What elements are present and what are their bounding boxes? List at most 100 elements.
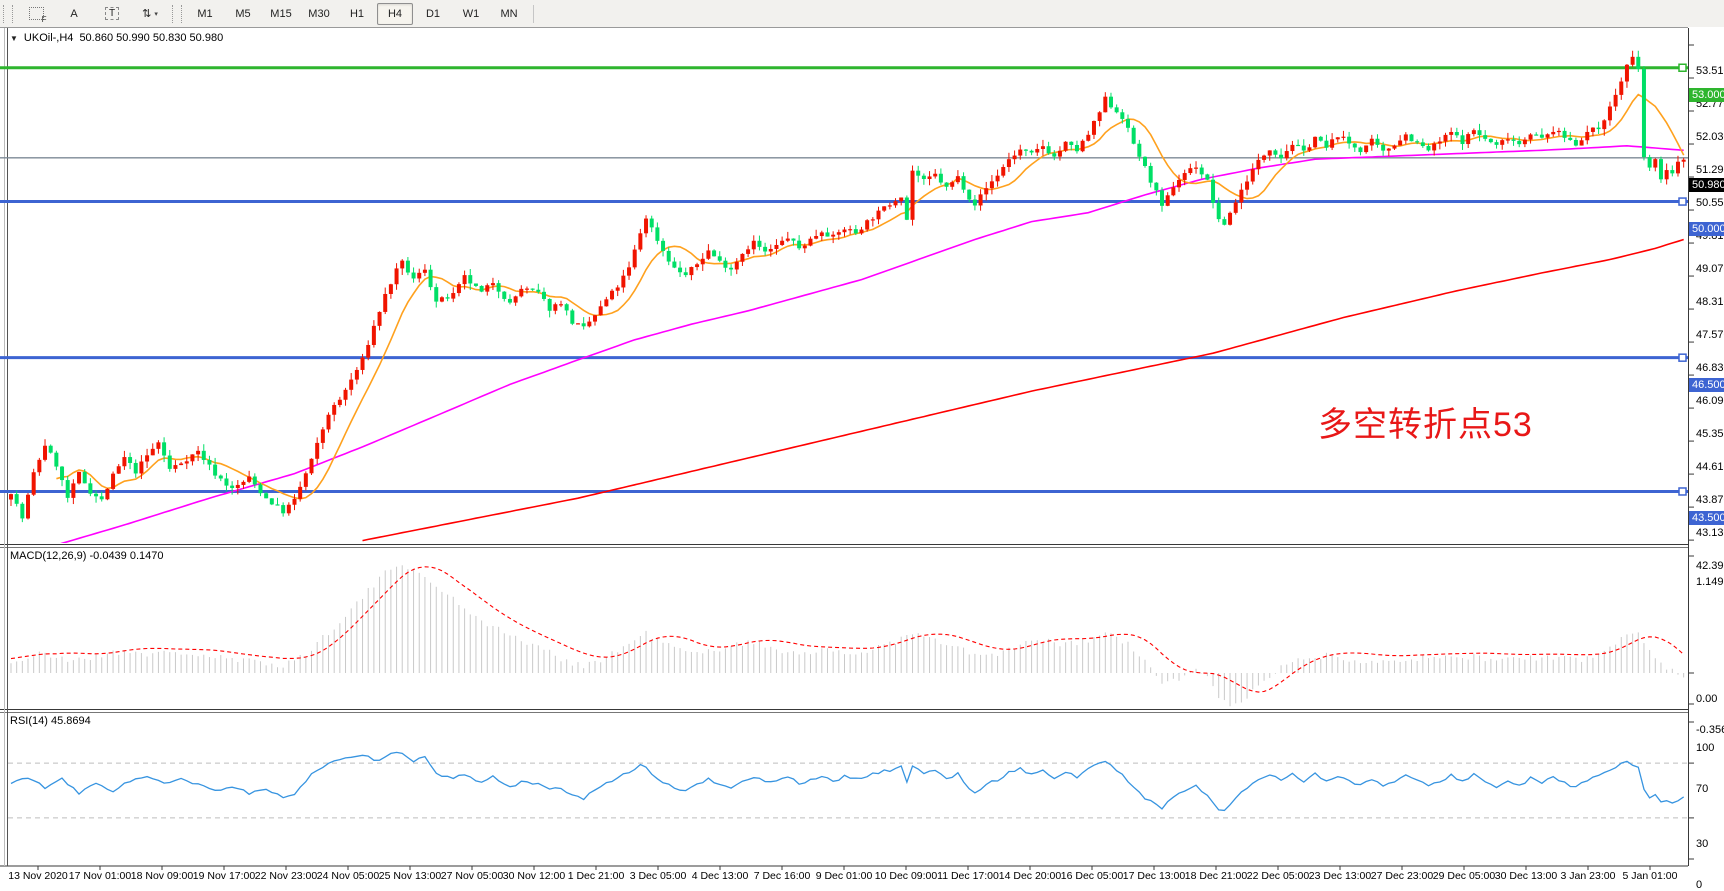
timeframe-m30-button[interactable]: M30 — [308, 7, 330, 20]
candlestick-series — [9, 50, 1686, 523]
hline-handle[interactable] — [1678, 353, 1687, 362]
time-axis-label: 30 Dec 13:00 — [1494, 870, 1558, 882]
time-axis-label: 23 Dec 13:00 — [1308, 870, 1372, 882]
time-axis-label: 16 Dec 05:00 — [1060, 870, 1124, 882]
time-axis-label: 3 Jan 23:00 — [1560, 870, 1616, 882]
price-badge-46.500: 46.500 — [1689, 377, 1724, 392]
rsi-axis-label: 70 — [1696, 783, 1709, 796]
chart-title-row: ▼ UKOil-,H4 50.860 50.990 50.830 50.980 — [10, 32, 223, 44]
hline-handle[interactable] — [1678, 197, 1687, 206]
toolbar: F A T ⇅ ▾ M1 M5 M15 M30 H1 H4 D1 W1 MN — [0, 0, 1724, 28]
chart-text-annotation[interactable]: 多空转折点53 — [1318, 406, 1533, 444]
time-axis-label: 3 Dec 05:00 — [629, 870, 687, 882]
price-axis-label: 50.550 — [1696, 197, 1724, 210]
rsi-name: RSI(14) — [10, 715, 48, 727]
price-axis-label: 43.130 — [1696, 527, 1724, 540]
time-axis-label: 11 Dec 17:00 — [937, 870, 999, 882]
label-a-button[interactable]: A — [56, 3, 92, 25]
macd-indicator-label: MACD(12,26,9) -0.0439 0.1470 — [10, 550, 164, 562]
time-axis-label: 27 Dec 23:00 — [1370, 870, 1434, 882]
rsi-axis-label: 30 — [1696, 837, 1709, 850]
price-axis-label: 47.570 — [1696, 329, 1724, 342]
chart-ohlc-values: 50.860 50.990 50.830 50.980 — [79, 32, 224, 44]
time-axis-label: 14 Dec 20:00 — [998, 870, 1062, 882]
price-axis-label: 46.830 — [1696, 362, 1724, 375]
rsi-axis-label: 100 — [1696, 742, 1715, 754]
toolbar-drag-handle[interactable] — [172, 4, 182, 23]
price-axis-label: 49.070 — [1696, 263, 1724, 276]
rsi-axis-label: 0 — [1696, 879, 1703, 891]
text-t-button[interactable]: T — [94, 3, 130, 25]
timeframe-d1-button[interactable]: D1 — [425, 7, 441, 20]
timeframe-m1-button[interactable]: M1 — [197, 7, 213, 20]
time-axis-label: 4 Dec 13:00 — [691, 870, 749, 882]
price-axis-label: 44.610 — [1696, 461, 1724, 474]
ma-fast-orange-line — [56, 93, 1685, 500]
price-axis-label: 45.350 — [1696, 428, 1724, 441]
rsi-line — [10, 751, 1685, 812]
ma-mid-magenta-line — [60, 144, 1684, 543]
chart-canvas[interactable] — [0, 27, 1724, 889]
hline-handle[interactable] — [1678, 487, 1687, 496]
time-axis-label: 17 Nov 01:00 — [68, 870, 132, 882]
timeframe-m5-button[interactable]: M5 — [235, 7, 251, 20]
time-axis-label: 22 Nov 23:00 — [254, 870, 318, 882]
macd-main-value: -0.0439 — [89, 550, 127, 562]
price-badge-50.980: 50.980 — [1689, 177, 1724, 192]
horizontal-lines — [0, 63, 1688, 496]
toolbar-separator — [533, 4, 534, 23]
macd-axis-label: 1.149 — [1696, 576, 1724, 588]
time-axis-label: 17 Dec 13:00 — [1122, 870, 1186, 882]
price-axis-label: 52.030 — [1696, 131, 1724, 143]
price-badge-43.500: 43.500 — [1689, 511, 1724, 526]
time-axis-label: 10 Dec 09:00 — [874, 870, 938, 882]
timeframe-w1-button[interactable]: W1 — [462, 7, 480, 20]
symbol-caret-icon[interactable]: ▼ — [10, 33, 18, 43]
time-axis-label: 13 Nov 2020 — [8, 870, 68, 882]
price-axis-label: 42.390 — [1696, 560, 1724, 573]
toolbar-drag-handle[interactable] — [3, 4, 13, 23]
arrows-button[interactable]: ⇅ ▾ — [132, 3, 168, 25]
time-axis-label: 30 Nov 12:00 — [502, 870, 566, 882]
price-badge-50.000: 50.000 — [1689, 221, 1724, 236]
macd-name: MACD(12,26,9) — [10, 550, 87, 562]
text-label-icon: A — [70, 7, 78, 20]
time-axis-label: 24 Nov 05:00 — [316, 870, 380, 882]
time-axis-label: 19 Nov 17:00 — [192, 870, 256, 882]
chart-window: ▼ UKOil-,H4 50.860 50.990 50.830 50.980 … — [0, 27, 1724, 891]
price-axis-label: 48.310 — [1696, 296, 1724, 309]
macd-histogram — [10, 565, 1685, 707]
rsi-value: 45.8694 — [50, 715, 91, 727]
macd-axis-label: 0.00 — [1696, 693, 1718, 705]
time-axis-label: 9 Dec 01:00 — [815, 870, 873, 882]
pattern-f-button[interactable]: F — [18, 3, 54, 25]
time-axis-label: 25 Nov 13:00 — [378, 870, 442, 882]
price-axis-label: 46.090 — [1696, 395, 1724, 408]
price-axis-label: 53.510 — [1696, 65, 1724, 77]
timeframe-group: M1 M5 M15 M30 H1 H4 D1 W1 MN — [186, 2, 528, 25]
text-box-icon: T — [104, 7, 120, 20]
time-axis-label: 7 Dec 16:00 — [753, 870, 811, 882]
time-axis-label: 29 Dec 05:00 — [1432, 870, 1496, 882]
timeframe-h1-button[interactable]: H1 — [349, 7, 365, 20]
macd-signal-line — [10, 566, 1685, 693]
cycle-arrows-icon: ⇅ — [142, 8, 152, 20]
time-axis-label: 18 Nov 09:00 — [130, 870, 194, 882]
timeframe-h4-button[interactable]: H4 — [377, 2, 413, 25]
hline-handle[interactable] — [1678, 63, 1687, 72]
time-axis-label: 18 Dec 21:00 — [1184, 870, 1248, 882]
chart-title: UKOil-,H4 — [23, 32, 74, 44]
time-axis-label: 27 Nov 05:00 — [440, 870, 504, 882]
price-badge-53.000: 53.000 — [1689, 87, 1724, 102]
time-axis-label: 1 Dec 21:00 — [567, 870, 625, 882]
macd-signal-value: 0.1470 — [129, 550, 164, 562]
drawing-tools-group: F A T ⇅ ▾ — [17, 3, 169, 25]
dropdown-caret-icon[interactable]: ▾ — [154, 10, 158, 18]
price-axis-label: 43.870 — [1696, 494, 1724, 507]
timeframe-mn-button[interactable]: MN — [500, 7, 518, 20]
time-axis-label: 5 Jan 01:00 — [1622, 870, 1678, 882]
price-axis-label: 51.290 — [1696, 164, 1724, 177]
timeframe-m15-button[interactable]: M15 — [270, 7, 292, 20]
macd-axis-label: -0.3563 — [1696, 724, 1724, 736]
rsi-indicator-label: RSI(14) 45.8694 — [10, 715, 91, 727]
